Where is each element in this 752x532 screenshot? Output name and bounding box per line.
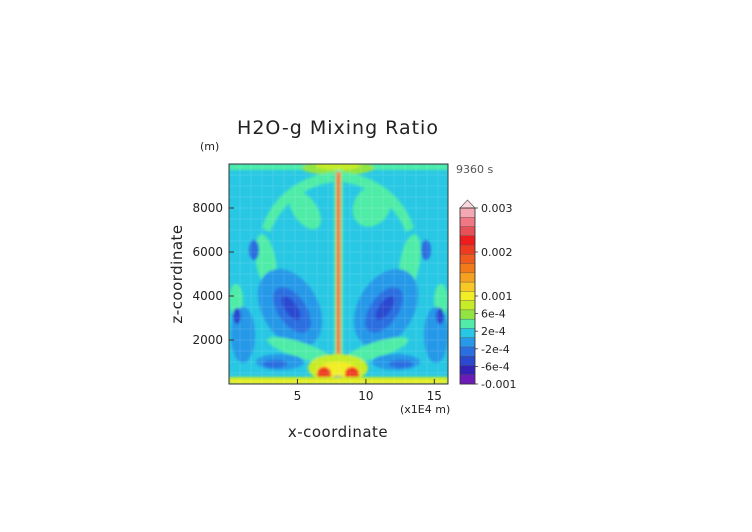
colorbar-label: -0.001 bbox=[481, 378, 516, 391]
y-tick-label: 4000 bbox=[192, 289, 223, 303]
y-tick-label: 8000 bbox=[192, 201, 223, 215]
y-tick-label: 6000 bbox=[192, 245, 223, 259]
y-tick-label: 2000 bbox=[192, 333, 223, 347]
colorbar-label: -6e-4 bbox=[481, 360, 510, 373]
colorbar-label: 0.001 bbox=[481, 290, 513, 303]
x-tick-label: 5 bbox=[294, 389, 302, 403]
main-lobe-left-inner-shape bbox=[281, 296, 301, 320]
colorbar-level bbox=[459, 337, 476, 348]
side-spot-right-shape bbox=[436, 308, 444, 324]
time-label: 9360 s bbox=[456, 163, 493, 176]
colorbar-level bbox=[459, 365, 476, 376]
column-core-shape bbox=[337, 172, 340, 380]
plot-grid-lines bbox=[229, 164, 448, 384]
plot-grid bbox=[229, 164, 448, 384]
colorbar-level bbox=[459, 318, 476, 329]
colorbar-level bbox=[459, 300, 476, 311]
colorbar-level bbox=[459, 207, 476, 218]
x-unit-label: (x1E4 m) bbox=[400, 403, 450, 416]
colorbar-level bbox=[459, 272, 476, 283]
plot-frame bbox=[228, 163, 449, 385]
colorbar-level bbox=[459, 235, 476, 246]
upper-left-lobe-shape bbox=[289, 190, 321, 230]
upper-right-lobe-shape bbox=[352, 185, 392, 227]
upper-arc-right-shape bbox=[342, 172, 414, 232]
top-plume-core-shape bbox=[316, 164, 360, 170]
colorbar-level bbox=[459, 263, 476, 274]
colorbar-level bbox=[459, 281, 476, 292]
chart-title: H2O-g Mixing Ratio bbox=[237, 117, 439, 139]
x-axis-label: x-coordinate bbox=[288, 423, 388, 441]
colorbar-label: 2e-4 bbox=[481, 325, 506, 338]
lower-streak-right-shape bbox=[343, 337, 409, 363]
y-axis-label: z-coordinate bbox=[168, 224, 186, 323]
y-unit-label: (m) bbox=[200, 140, 219, 153]
x-tick-label: 10 bbox=[358, 389, 373, 403]
plot-area bbox=[229, 164, 448, 384]
colorbar-level bbox=[459, 254, 476, 265]
colorbar-level bbox=[459, 217, 476, 228]
y-axis: 2000 4000 6000 8000 bbox=[192, 201, 234, 347]
lower-streak-left-shape bbox=[267, 337, 333, 363]
ground-layer-inner-shape bbox=[229, 380, 448, 384]
lower-blob-left-core-shape bbox=[263, 360, 287, 368]
colorbar-level bbox=[459, 346, 476, 357]
colorbar-level bbox=[459, 374, 476, 385]
colorbar-extend-arrow bbox=[459, 199, 476, 209]
colorbar: 0.003 0.002 0.001 6e-4 2e-4 -2e-4 -6e-4 -0.001 bbox=[459, 199, 516, 391]
side-blob-right-1-shape bbox=[421, 240, 431, 260]
colorbar-level bbox=[459, 328, 476, 339]
colorbar-level bbox=[459, 244, 476, 255]
colorbar-label: 0.002 bbox=[481, 246, 513, 259]
colorbar-label: 6e-4 bbox=[481, 308, 506, 321]
side-region-right-shape bbox=[424, 307, 448, 363]
x-axis: 5 10 15 bbox=[294, 379, 442, 403]
colorbar-label: -2e-4 bbox=[481, 343, 510, 356]
lower-blob-right-core-shape bbox=[389, 360, 413, 368]
main-lobe-right-inner-shape bbox=[375, 296, 395, 320]
side-blob-left-1-shape bbox=[249, 240, 259, 260]
contour-fill bbox=[229, 164, 448, 384]
side-blob-left-2-shape bbox=[229, 284, 243, 316]
colorbar-level bbox=[459, 309, 476, 320]
colorbar-label: 0.003 bbox=[481, 202, 513, 215]
colorbar-level bbox=[459, 291, 476, 302]
side-spot-left-shape bbox=[233, 308, 241, 324]
colorbar-level bbox=[459, 356, 476, 366]
colorbar-level bbox=[459, 226, 476, 237]
x-tick-label: 15 bbox=[427, 389, 442, 403]
upper-arc-left-shape bbox=[262, 172, 334, 232]
